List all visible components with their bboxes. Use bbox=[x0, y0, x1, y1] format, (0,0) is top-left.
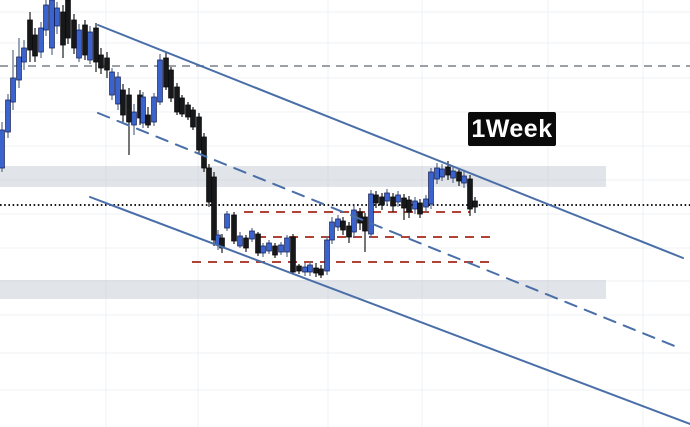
candle-down bbox=[406, 196, 412, 218]
candle-up bbox=[351, 206, 357, 237]
candle-up bbox=[131, 104, 137, 135]
candle-up bbox=[450, 166, 456, 183]
candle-down bbox=[417, 199, 423, 218]
candle-down bbox=[196, 113, 202, 153]
candle-up bbox=[115, 72, 121, 110]
candle-down bbox=[174, 83, 180, 115]
candle-up bbox=[249, 228, 255, 242]
candle-up bbox=[395, 191, 401, 207]
candle-up bbox=[43, 0, 49, 36]
candle-up bbox=[5, 94, 11, 138]
candle-down bbox=[126, 88, 132, 155]
candle-up bbox=[0, 122, 5, 172]
candle-up bbox=[428, 168, 434, 209]
candle-down bbox=[340, 217, 346, 235]
candle-up bbox=[368, 190, 374, 238]
candle-down bbox=[201, 133, 207, 172]
candle-down bbox=[32, 28, 38, 62]
candle-up bbox=[324, 236, 330, 275]
candle-down bbox=[211, 172, 217, 246]
candle-down bbox=[190, 107, 196, 130]
candle-up bbox=[237, 232, 243, 248]
candle-down bbox=[163, 53, 169, 90]
candle-down bbox=[318, 265, 324, 278]
candle-up bbox=[302, 263, 308, 276]
candle-up bbox=[157, 54, 163, 105]
candle-down bbox=[290, 234, 296, 274]
candle-down bbox=[390, 193, 396, 212]
candle-down bbox=[296, 264, 302, 274]
candle-up bbox=[284, 235, 290, 257]
channel-upper-line[interactable] bbox=[97, 24, 684, 259]
candle-down bbox=[27, 12, 33, 62]
candle-up bbox=[49, 0, 55, 55]
candle-down bbox=[71, 14, 77, 54]
candle-up bbox=[87, 26, 93, 64]
candle-down bbox=[93, 23, 99, 72]
candle-up bbox=[439, 164, 445, 181]
candle-down bbox=[313, 263, 319, 277]
candle-down bbox=[362, 213, 368, 252]
candle-up bbox=[54, 2, 60, 34]
candle-up bbox=[384, 189, 390, 206]
candle-up bbox=[412, 197, 418, 214]
channel-lower-line[interactable] bbox=[89, 196, 690, 425]
candle-up bbox=[224, 211, 230, 231]
candle-up bbox=[38, 22, 44, 58]
candles-layer bbox=[0, 0, 478, 278]
candle-down bbox=[168, 67, 174, 102]
candle-up bbox=[278, 242, 284, 255]
candle-down bbox=[206, 164, 212, 207]
candle-down bbox=[231, 212, 237, 244]
candle-down bbox=[401, 194, 407, 220]
candle-down bbox=[104, 52, 110, 78]
candle-down bbox=[60, 5, 66, 58]
candle-down bbox=[373, 191, 379, 208]
candle-down bbox=[98, 48, 104, 74]
candle-up bbox=[307, 261, 313, 276]
candle-up bbox=[260, 243, 266, 257]
candle-down bbox=[272, 243, 278, 258]
timeframe-label-text: 1Week bbox=[471, 114, 553, 143]
candle-up bbox=[140, 92, 146, 128]
candle-up bbox=[21, 40, 27, 70]
candle-up bbox=[461, 170, 467, 188]
candle-down bbox=[65, 0, 71, 44]
timeframe-label[interactable]: 1Week bbox=[468, 112, 556, 146]
candle-down bbox=[255, 232, 261, 256]
candle-up bbox=[266, 240, 272, 254]
candle-down bbox=[120, 84, 126, 122]
candle-down bbox=[185, 102, 191, 120]
candle-up bbox=[10, 50, 16, 110]
channel-mid-dashed-line[interactable] bbox=[97, 112, 678, 348]
candle-down bbox=[472, 197, 478, 213]
candle-down bbox=[82, 20, 88, 60]
candle-down bbox=[379, 193, 385, 210]
candle-down bbox=[179, 95, 185, 117]
candle-up bbox=[335, 215, 341, 231]
candle-up bbox=[16, 38, 22, 88]
candle-down bbox=[243, 235, 249, 252]
supply-zone-upper[interactable] bbox=[0, 166, 606, 187]
candle-up bbox=[329, 217, 335, 244]
candle-down bbox=[467, 175, 473, 216]
candle-up bbox=[76, 24, 82, 62]
demand-zone-lower[interactable] bbox=[0, 280, 606, 299]
candle-down bbox=[145, 107, 151, 128]
candle-down bbox=[346, 222, 352, 243]
candle-up bbox=[423, 195, 429, 212]
candle-up bbox=[151, 93, 157, 126]
candle-up bbox=[109, 68, 115, 100]
